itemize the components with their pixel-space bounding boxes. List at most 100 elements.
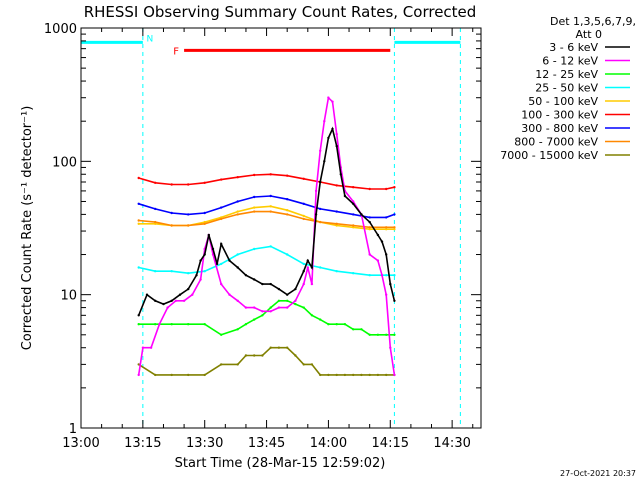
data-point <box>170 211 173 215</box>
data-point <box>261 282 264 286</box>
data-point <box>319 220 322 224</box>
data-point <box>154 220 157 224</box>
legend-entry-label: 800 - 7000 keV <box>514 136 598 149</box>
data-point <box>158 323 161 326</box>
data-point <box>244 323 248 326</box>
data-point <box>352 202 355 205</box>
data-point <box>385 226 388 229</box>
data-point <box>335 210 338 213</box>
data-point <box>220 363 223 366</box>
data-point <box>187 272 190 275</box>
data-point <box>286 198 289 201</box>
data-point <box>170 224 173 227</box>
data-point <box>137 202 140 205</box>
data-point <box>343 373 347 377</box>
series-300-800-kev <box>137 194 396 219</box>
data-point <box>393 213 396 216</box>
x-axis: 13:00 13:15 13:30 13:45 14:00 14:15 14:30 <box>62 28 474 451</box>
data-point <box>376 233 380 237</box>
data-point <box>286 346 289 349</box>
x-tick-label: 13:30 <box>186 436 223 451</box>
data-point <box>335 323 338 326</box>
legend-entry-label: 300 - 800 keV <box>521 122 598 135</box>
legend-entry-label: 6 - 12 keV <box>542 55 598 68</box>
data-point <box>220 333 223 336</box>
data-point <box>310 363 314 366</box>
data-point <box>393 274 396 277</box>
data-point <box>352 224 355 227</box>
data-point <box>286 174 289 177</box>
data-point <box>203 181 206 184</box>
data-point <box>385 333 388 336</box>
data-point <box>203 211 206 215</box>
data-point <box>302 262 305 266</box>
data-point <box>376 259 380 262</box>
data-point <box>203 323 206 326</box>
annotation-layer: NF <box>80 28 461 428</box>
series-line <box>137 96 396 376</box>
data-point <box>236 363 239 366</box>
chart-title: RHESSI Observing Summary Count Rates, Co… <box>84 3 477 21</box>
y-axis: 1 10 100 1000 <box>44 22 481 437</box>
data-point <box>137 219 140 222</box>
data-point <box>335 373 338 377</box>
data-point <box>385 373 388 377</box>
night-marker-label: N <box>146 34 153 44</box>
data-point <box>319 373 322 377</box>
series-line <box>138 346 395 376</box>
data-point <box>368 226 371 229</box>
data-point <box>352 328 355 331</box>
data-point <box>236 200 239 203</box>
flare-marker-label: F <box>173 46 179 57</box>
data-point <box>228 259 231 262</box>
data-point <box>187 224 190 227</box>
data-point <box>393 226 396 229</box>
data-point <box>137 266 140 269</box>
data-point <box>154 270 157 273</box>
data-point <box>203 373 206 377</box>
series-line <box>138 173 395 190</box>
data-point <box>244 354 248 357</box>
data-point <box>269 194 272 198</box>
data-point <box>339 173 342 176</box>
data-point <box>393 228 396 231</box>
data-point <box>277 306 281 309</box>
data-point <box>323 160 326 163</box>
data-point <box>253 206 256 209</box>
data-point <box>154 323 157 326</box>
data-point <box>310 266 314 269</box>
data-point <box>228 293 231 296</box>
data-point <box>335 270 338 273</box>
data-point <box>376 373 380 377</box>
data-point <box>154 207 157 211</box>
series-800-7000-kev <box>137 210 396 229</box>
series-line <box>138 299 395 336</box>
data-point <box>360 213 363 216</box>
data-point <box>385 293 388 296</box>
data-point <box>269 282 272 286</box>
series-3-6-kev <box>137 126 396 317</box>
data-point <box>310 282 314 286</box>
data-point <box>277 346 281 349</box>
data-point <box>182 299 186 302</box>
data-point <box>261 354 264 357</box>
data-point <box>385 274 388 277</box>
data-point <box>294 287 297 291</box>
series-line <box>137 126 396 316</box>
data-point <box>154 181 157 184</box>
data-point <box>170 323 173 326</box>
data-point <box>154 299 157 302</box>
data-point <box>380 274 384 277</box>
data-point <box>253 278 256 281</box>
data-point <box>385 216 388 219</box>
data-point <box>253 210 256 213</box>
data-point <box>327 373 330 377</box>
data-point <box>149 346 153 349</box>
data-point <box>199 278 202 281</box>
data-point <box>253 354 256 357</box>
data-point <box>393 373 396 377</box>
data-point <box>319 149 322 152</box>
data-point <box>236 210 239 213</box>
data-point <box>306 266 309 269</box>
